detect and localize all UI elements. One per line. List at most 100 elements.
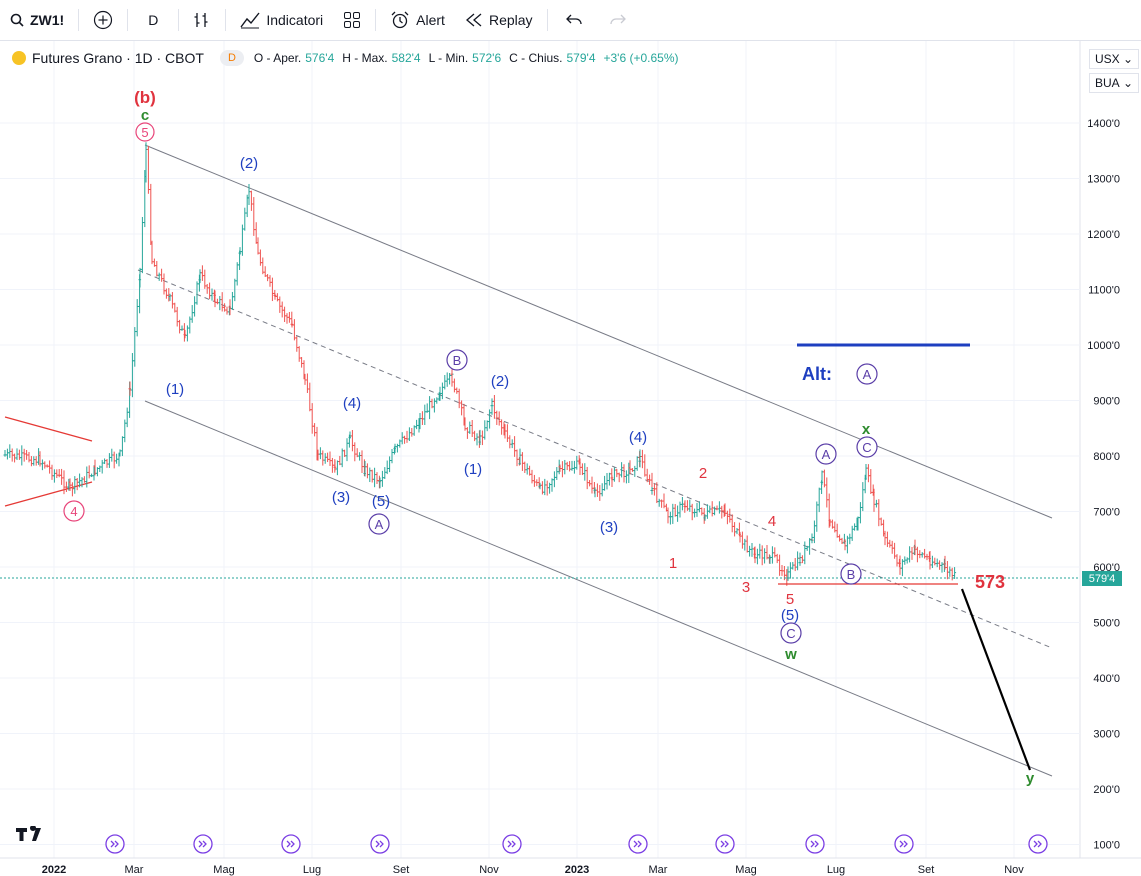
ohlc-bar [563,459,567,475]
ohlc-bar [793,558,797,572]
ohlc-bar [70,482,74,497]
ohlc-bar [238,247,242,255]
ohlc-bar [261,257,265,275]
event-marker-icon[interactable] [370,834,390,854]
ohlc-bar [258,249,262,266]
ohlc-bar [615,468,619,478]
open-label: O - Aper. [253,51,302,65]
ohlc-bar [492,394,496,419]
event-marker-icon[interactable] [628,834,648,854]
label-4-mid: (4) [629,429,647,446]
symbol-title: Futures Grano · 1D · CBOT [32,50,204,66]
ohlc-bar [287,311,291,323]
ohlc-bar [103,458,107,464]
symbol-legend[interactable]: Futures Grano · 1D · CBOT D O - Aper. 576… [12,50,679,66]
redo-icon [609,14,626,25]
price-bars [3,142,957,586]
layout-button[interactable] [333,0,371,40]
chart-canvas[interactable]: (b) c 5 (2) (1) (4) (3) (5) A 4 B (2) (1… [0,41,1141,876]
label-blue-5: (5) [781,607,799,624]
event-marker-icon[interactable] [502,834,522,854]
ohlc-bar [866,464,870,483]
ohlc-bar [640,449,644,469]
ohlc-bar [87,465,91,479]
ohlc-bar [283,306,287,323]
ohlc-bar [775,553,779,564]
grid-lines [0,41,1081,858]
projection-line [960,588,1032,771]
price-tick-label: 500'0 [1093,618,1120,630]
event-marker-icon[interactable] [894,834,914,854]
ohlc-bar [73,476,77,494]
currency-select[interactable]: USX ⌄ [1089,49,1139,69]
event-marker-icon[interactable] [281,834,301,854]
triangle-upper-line [4,416,93,442]
price-tick-label: 1400'0 [1087,118,1120,130]
chart-area[interactable]: (b) c 5 (2) (1) (4) (3) (5) A 4 B (2) (1… [0,41,1141,876]
label-circled-B-mid: B [453,353,462,368]
time-tick-label: Set [393,864,410,876]
channel-lower-line [144,400,1053,777]
ohlc-bar [140,216,144,274]
ohlc-bar [195,281,199,305]
event-marker-icon[interactable] [1028,834,1048,854]
chart-type-button[interactable] [183,0,221,40]
symbol-search-button[interactable]: ZW1! [0,0,74,40]
replay-icon [465,13,482,27]
alert-button[interactable]: Alert [380,0,455,40]
ohlc-bar [633,465,637,477]
replay-button[interactable]: Replay [455,0,543,40]
label-4-left: (4) [343,395,361,412]
label-green-w: w [784,646,797,663]
label-green-y: y [1026,770,1035,787]
ohlc-bar [405,430,409,443]
time-tick-label: Lug [827,864,845,876]
ohlc-bar [193,296,197,317]
ohlc-bar [710,501,714,517]
ohlc-bar [550,478,554,492]
ohlc-bar [872,488,876,512]
undo-button[interactable] [552,0,596,40]
channel-upper-line [144,144,1053,519]
close-label: C - Chius. [509,51,563,65]
time-tick-label: 2022 [42,864,66,876]
chevron-down-icon: ⌄ [1122,76,1133,90]
event-marker-icon[interactable] [805,834,825,854]
ohlc-bar [810,533,814,544]
high-value: 582'4 [391,51,421,65]
label-red-5: 5 [786,591,794,608]
ohlc-bar [624,470,628,484]
event-markers[interactable] [105,834,1048,854]
label-circled-4-left: 4 [70,504,77,519]
ohlc-bar [178,319,182,334]
interval-button[interactable]: D [132,0,174,40]
label-circled-B-right: B [847,567,856,582]
ohlc-bar [370,469,374,483]
ohlc-bar [443,375,447,390]
time-tick-label: Mar [125,864,144,876]
ohlc-bar [125,407,129,428]
ohlc-bar [149,183,153,245]
label-3-mid: (3) [600,519,618,536]
redo-button[interactable] [596,0,640,40]
label-green-x: x [862,421,871,438]
ohlc-bar [323,453,327,464]
label-2-top: (2) [240,155,258,172]
ohlc-bar [345,438,349,462]
ohlc-bar [869,469,873,495]
ohlc-bar [652,483,656,496]
indicators-button[interactable]: Indicatori [230,0,333,40]
event-marker-icon[interactable] [715,834,735,854]
unit-select[interactable]: BUA ⌄ [1089,73,1139,93]
ohlc-bar [328,451,332,466]
indicators-icon [240,12,260,29]
time-axis[interactable]: 2022 Mar Mag Lug Set Nov 2023 Mar Mag Lug Set Nov [0,857,1141,876]
event-marker-icon[interactable] [193,834,213,854]
ohlc-bar [292,319,296,341]
event-marker-icon[interactable] [105,834,125,854]
price-axis[interactable]: 1400'0 1300'0 1200'0 1100'0 1000'0 900'0 800'0… [1087,118,1120,852]
ohlc-bar [340,448,344,468]
compare-button[interactable] [83,0,123,40]
search-icon [10,13,24,27]
ohlc-bar [890,540,894,554]
